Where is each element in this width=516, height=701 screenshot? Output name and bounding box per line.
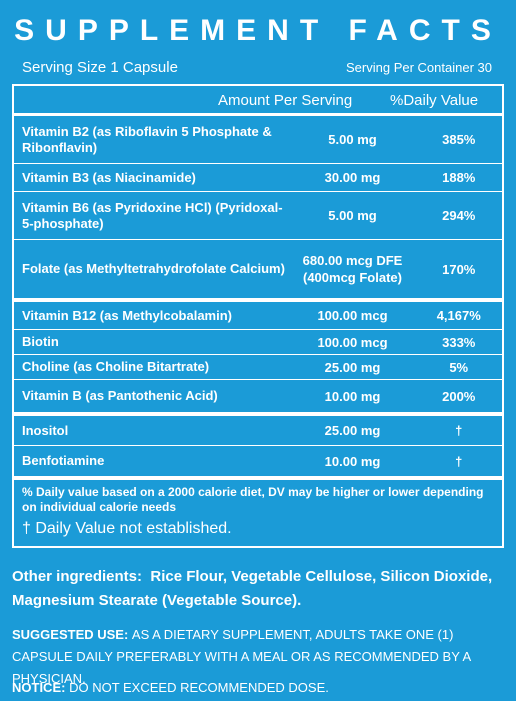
table-row: Vitamin B6 (as Pyridoxine HCl) (Pyridoxa… [14,192,502,240]
nutrient-name: Folate (as Methyltetrahydrofolate Calciu… [22,261,285,276]
table-row: Vitamin B (as Pantothenic Acid) 10.00 mg 2… [14,380,502,416]
amount: 30.00 mg [324,170,381,185]
suggested-use: SUGGESTED USE: AS A DIETARY SUPPLEMENT, … [12,624,502,690]
amount: 25.00 mg [324,423,381,438]
amount: 5.00 mg [328,208,377,223]
nutrient-name: Vitamin B3 (as Niacinamide) [22,169,196,185]
text: AS A DIETARY SUPPLEMENT, ADULTS TAKE ONE… [12,627,471,686]
column-header: %Daily Value [390,92,479,109]
serving-size: Serving Size 1 Capsule [22,59,178,76]
daily-value: † [455,423,463,438]
daily-value: 5% [449,359,469,375]
title: SUPPLEMENT FACTS [14,14,502,47]
amount: 100.00 mcg [317,308,388,323]
daily-value: 333% [442,334,476,350]
nutrient-name: Vitamin B (as Pantothenic Acid) [22,388,218,403]
daily-value: 4,167% [436,308,481,323]
table-row: Biotin 100.00 mcg 333% [14,330,502,355]
notice: NOTICE: DO NOT EXCEED RECOMMENDED DOSE. [12,680,502,695]
daily-value: 385% [442,132,476,147]
nutrient-name: Benfotiamine [22,453,105,468]
amount: 5.00 mg [328,132,377,147]
daily-value: 294% [442,208,476,223]
nutrient-name: Choline (as Choline Bitartrate) [22,359,210,374]
table-row: Benfotiamine 10.00 mg † [14,446,502,480]
label: Other ingredients: [12,568,143,585]
nutrient-name: Inositol [22,422,69,438]
text: DO NOT EXCEED RECOMMENDED DOSE. [69,680,329,695]
nutrient-name: Vitamin B2 (as Riboflavin 5 Phosphate & … [22,123,272,155]
other-ingredients: Other ingredients: Rice Flour, Vegetable… [12,565,502,613]
label: SUGGESTED USE: [12,627,129,642]
amount: 10.00 mg [324,453,381,469]
nutrient-name: Vitamin B6 (as Pyridoxine HCl) (Pyridoxa… [22,199,283,231]
column-header: Amount Per Serving [218,92,353,109]
label: NOTICE: [12,680,66,695]
nutrient-name: Vitamin B12 (as Methylcobalamin) [22,307,232,323]
text: Rice Flour, Vegetable Cellulose, Silicon… [12,568,493,609]
servings-per-container: Serving Per Container 30 [346,60,492,75]
table-row: Inositol 25.00 mg † [14,416,502,446]
amount: 100.00 mcg [317,334,388,350]
table-row: Vitamin B3 (as Niacinamide) 30.00 mg 188% [14,164,502,192]
table-row: Vitamin B12 (as Methylcobalamin) 100.00 m… [14,302,502,330]
amount: 10.00 mg [324,388,381,404]
daily-value: 170% [442,261,476,277]
table-row: Folate (as Methyltetrahydrofolate Calciu… [14,240,502,302]
facts-frame [12,84,504,548]
table-row: Choline (as Choline Bitartrate) 25.00 mg 5… [14,355,502,380]
amount: 680.00 mcg DFE (400mcg Folate) [302,253,403,285]
table-row: Vitamin B2 (as Riboflavin 5 Phosphate & … [14,116,502,164]
amount: 25.00 mg [324,359,381,375]
footnote: † Daily Value not established. [22,520,232,537]
daily-value: 188% [442,170,476,185]
daily-value: 200% [442,388,476,404]
nutrient-name: Biotin [22,334,59,349]
footnote: % Daily value based on a 2000 calorie di… [22,485,484,514]
daily-value: † [455,453,463,469]
facts-table: Vitamin B2 (as Riboflavin 5 Phosphate & … [14,113,502,480]
